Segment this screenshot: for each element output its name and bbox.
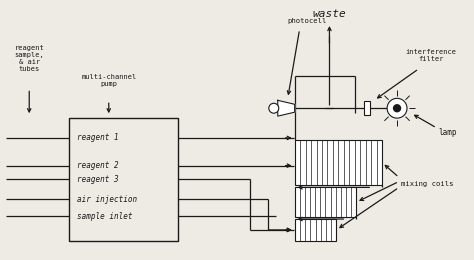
Text: photocell: photocell: [287, 18, 326, 24]
Text: reagent
sample,
& air
tubes: reagent sample, & air tubes: [14, 45, 44, 72]
Text: reagent 3: reagent 3: [77, 175, 118, 184]
Text: lamp: lamp: [439, 128, 457, 138]
Polygon shape: [278, 100, 295, 116]
Text: mixing coils: mixing coils: [401, 181, 454, 187]
Circle shape: [387, 98, 407, 118]
Text: air injection: air injection: [77, 195, 137, 204]
Circle shape: [393, 105, 401, 112]
Text: multi-channel
pump: multi-channel pump: [81, 74, 137, 87]
Bar: [295, 140, 382, 185]
Bar: [69, 118, 178, 241]
Text: reagent 1: reagent 1: [77, 133, 118, 142]
Bar: [295, 219, 337, 241]
Text: sample inlet: sample inlet: [77, 212, 132, 220]
Circle shape: [269, 103, 279, 113]
Text: waste: waste: [312, 9, 346, 19]
Bar: [295, 187, 356, 217]
Bar: [364, 101, 370, 115]
Text: interference
filter: interference filter: [405, 49, 456, 62]
Text: reagent 2: reagent 2: [77, 161, 118, 170]
